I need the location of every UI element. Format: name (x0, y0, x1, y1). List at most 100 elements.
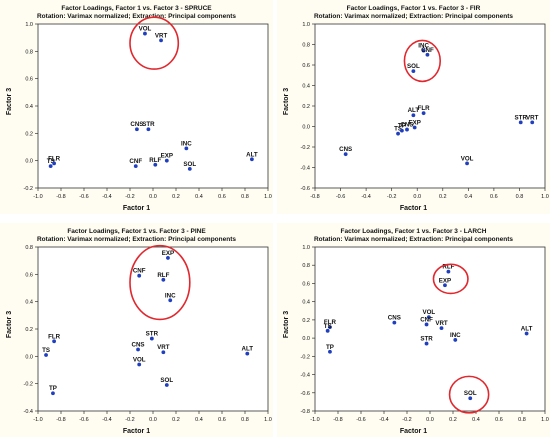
y-tick-label: 1.0 (302, 22, 310, 28)
point-label: CNF (420, 316, 433, 323)
data-point (133, 164, 138, 169)
y-tick-label: 0.0 (302, 125, 310, 131)
y-tick-label: 0.2 (25, 327, 33, 333)
y-tick-label: 0.4 (302, 300, 310, 306)
highlight-circle (432, 263, 469, 295)
x-tick-label: 1.0 (541, 417, 549, 423)
y-tick-label: -0.4 (24, 409, 33, 415)
data-point (399, 128, 404, 133)
point-label: ALT (246, 151, 258, 158)
point-label: VOL (133, 357, 146, 364)
point-label: EXP (408, 120, 420, 127)
x-tick-label: 0.4 (472, 417, 480, 423)
data-point (439, 326, 444, 330)
point-label: EXP (439, 277, 451, 284)
data-point (153, 162, 158, 167)
point-label: RLF (442, 264, 454, 271)
data-point (137, 362, 142, 367)
data-point (44, 353, 48, 357)
point-label: CNF (421, 47, 434, 54)
chart-subtitle: Rotation: Varimax normalized; Extraction… (36, 13, 236, 20)
x-tick-label: -0.8 (333, 417, 342, 423)
x-tick-label: -0.8 (56, 417, 65, 423)
x-tick-label: 0.6 (490, 194, 498, 200)
chart-title: Factor Loadings, Factor 1 vs. Factor 3 -… (61, 5, 212, 12)
point-label: INC (450, 332, 461, 339)
point-label: FLR (418, 105, 431, 112)
x-axis-label: Factor 1 (399, 205, 428, 212)
point-label: CNS (388, 315, 401, 322)
x-tick-label: 0.2 (172, 417, 180, 423)
y-tick-label: 0.6 (302, 63, 310, 69)
point-label: TS (47, 158, 55, 165)
scatter-plot: -1.0 -0.8 -0.6 -0.4 -0.2 0.0 0.2 0.4 0.6 0.8 1.0-0… (24, 16, 272, 200)
data-point (168, 298, 173, 303)
point-label: TP (49, 385, 57, 392)
x-tick-label: -0.2 (387, 194, 396, 200)
data-point (396, 131, 400, 136)
plot-area (37, 246, 269, 412)
x-tick-label: 0.8 (241, 417, 249, 423)
data-point (518, 120, 523, 125)
data-point (424, 341, 429, 346)
x-tick-label: 0.2 (172, 194, 180, 200)
data-point (405, 127, 409, 132)
data-point (468, 396, 473, 401)
data-point (421, 111, 426, 116)
data-point (425, 52, 430, 57)
point-label: VRT (435, 320, 448, 327)
y-tick-label: 0.0 (25, 354, 33, 360)
point-label: TP (326, 344, 334, 351)
point-label: SOL (464, 390, 477, 397)
y-tick-label: 0.8 (302, 43, 310, 49)
x-tick-label: -0.2 (125, 417, 134, 423)
y-tick-label: 0.0 (25, 159, 33, 165)
data-point (48, 164, 53, 169)
y-tick-label: 0.4 (302, 84, 310, 90)
x-tick-label: 0.2 (449, 417, 457, 423)
y-tick-label: -0.2 (301, 145, 310, 151)
point-label: INC (418, 43, 429, 50)
data-point (421, 48, 426, 53)
x-tick-label: 0.8 (241, 194, 249, 200)
point-label: VRT (526, 114, 539, 121)
highlight-circle (129, 16, 180, 70)
point-label: STR (142, 121, 155, 128)
y-tick-label: 0.2 (302, 104, 310, 110)
highlight-circle (403, 39, 442, 83)
highlight-circle (129, 244, 191, 321)
data-point (159, 38, 163, 43)
data-point (524, 331, 529, 336)
data-point (187, 166, 192, 171)
point-label: VOL (422, 309, 435, 316)
x-axis-label: Factor 1 (122, 428, 151, 435)
y-tick-label: 0.2 (25, 131, 33, 137)
data-point (161, 350, 166, 355)
y-tick-label: 0.4 (25, 104, 33, 110)
y-tick-label: 1.0 (25, 22, 33, 28)
x-tick-label: 0.0 (426, 417, 434, 423)
chart-title: Factor Loadings, Factor 1 vs. Factor 3 -… (346, 5, 481, 12)
x-tick-label: -1.0 (33, 417, 42, 423)
y-tick-label: 0.8 (25, 245, 33, 251)
chart-panel-fir: Factor Loadings, Factor 1 vs. Factor 3 -… (277, 0, 550, 214)
point-label: TS (324, 323, 332, 330)
x-tick-label: 1.0 (264, 194, 272, 200)
point-label: VRT (155, 32, 168, 39)
plot-area (314, 23, 546, 189)
x-tick-label: 0.8 (516, 194, 524, 200)
data-point (465, 161, 469, 166)
y-tick-label: -0.6 (301, 391, 310, 397)
point-label: CNF (129, 158, 142, 165)
data-point (184, 146, 189, 151)
x-axis-label: Factor 1 (399, 428, 428, 435)
scatter-plot: -1.0 -0.8 -0.6 -0.4 -0.2 0.0 0.2 0.4 0.6 0.8 1.0-0… (301, 245, 549, 423)
plot-area (314, 246, 546, 412)
chart-subtitle: Rotation: Varimax normalized; Extraction… (313, 13, 513, 20)
data-point (426, 315, 431, 320)
x-tick-label: -0.4 (102, 194, 111, 200)
y-tick-label: 0.4 (25, 300, 33, 306)
data-point (530, 120, 535, 125)
y-tick-label: -0.8 (301, 409, 310, 415)
data-point (166, 256, 170, 260)
